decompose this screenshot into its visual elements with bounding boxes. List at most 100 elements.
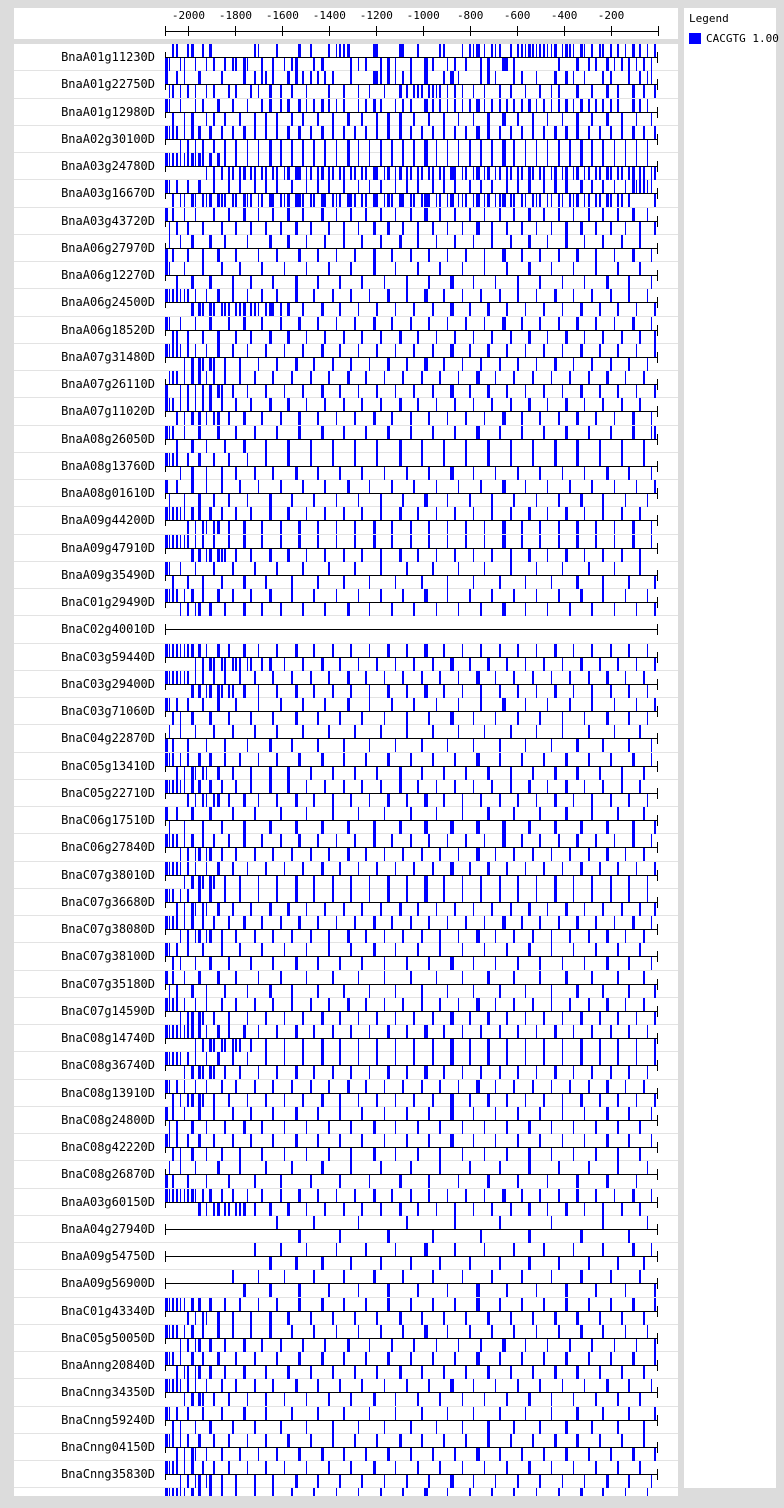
motif-mark[interactable] bbox=[398, 398, 402, 412]
motif-mark[interactable] bbox=[520, 425, 524, 439]
motif-mark[interactable] bbox=[520, 752, 524, 766]
motif-mark[interactable] bbox=[376, 439, 379, 453]
motif-mark[interactable] bbox=[220, 221, 223, 235]
motif-mark[interactable] bbox=[202, 398, 204, 412]
motif-mark[interactable] bbox=[198, 548, 201, 562]
motif-mark[interactable] bbox=[324, 398, 326, 412]
motif-mark[interactable] bbox=[376, 112, 379, 126]
motif-mark[interactable] bbox=[168, 997, 171, 1011]
motif-mark[interactable] bbox=[498, 357, 501, 371]
motif-mark[interactable] bbox=[187, 1134, 190, 1147]
motif-mark[interactable] bbox=[253, 1175, 257, 1189]
motif-mark[interactable] bbox=[650, 957, 653, 971]
motif-mark[interactable] bbox=[368, 984, 371, 998]
motif-mark[interactable] bbox=[190, 807, 195, 820]
motif-mark[interactable] bbox=[179, 1475, 182, 1488]
motif-mark[interactable] bbox=[250, 957, 252, 971]
motif-mark[interactable] bbox=[242, 125, 247, 139]
motif-mark[interactable] bbox=[632, 1447, 636, 1461]
motif-mark[interactable] bbox=[339, 1229, 341, 1243]
gene-track-row[interactable]: BnaCnng28260D bbox=[14, 1488, 678, 1496]
motif-mark[interactable] bbox=[624, 44, 627, 57]
motif-mark[interactable] bbox=[391, 480, 393, 493]
motif-mark[interactable] bbox=[172, 575, 174, 589]
motif-mark[interactable] bbox=[194, 1079, 197, 1093]
motif-mark[interactable] bbox=[543, 98, 546, 112]
motif-mark[interactable] bbox=[313, 1324, 315, 1338]
motif-mark[interactable] bbox=[457, 480, 460, 493]
motif-mark[interactable] bbox=[328, 1079, 330, 1093]
motif-mark[interactable] bbox=[617, 167, 619, 180]
motif-mark[interactable] bbox=[606, 930, 610, 943]
motif-mark[interactable] bbox=[231, 902, 234, 916]
motif-mark[interactable] bbox=[179, 289, 182, 303]
motif-mark[interactable] bbox=[202, 834, 204, 848]
motif-mark[interactable] bbox=[176, 1379, 179, 1393]
motif-mark[interactable] bbox=[216, 289, 221, 303]
motif-mark[interactable] bbox=[168, 1488, 171, 1496]
motif-mark[interactable] bbox=[346, 371, 350, 384]
motif-mark[interactable] bbox=[357, 385, 360, 398]
motif-mark[interactable] bbox=[209, 875, 212, 889]
motif-mark[interactable] bbox=[620, 1366, 624, 1379]
motif-mark[interactable] bbox=[524, 385, 527, 398]
motif-mark[interactable] bbox=[283, 343, 286, 357]
motif-mark[interactable] bbox=[198, 507, 201, 521]
motif-mark[interactable] bbox=[342, 167, 346, 180]
motif-mark[interactable] bbox=[583, 1379, 586, 1393]
motif-mark[interactable] bbox=[239, 480, 241, 493]
motif-mark[interactable] bbox=[368, 153, 371, 166]
motif-mark[interactable] bbox=[632, 1352, 636, 1365]
motif-mark[interactable] bbox=[172, 1025, 174, 1038]
motif-mark[interactable] bbox=[424, 821, 428, 834]
motif-mark[interactable] bbox=[502, 916, 506, 929]
motif-mark[interactable] bbox=[187, 330, 190, 344]
motif-mark[interactable] bbox=[543, 180, 546, 194]
motif-mark[interactable] bbox=[324, 698, 326, 711]
motif-mark[interactable] bbox=[635, 657, 638, 671]
motif-mark[interactable] bbox=[235, 548, 238, 562]
motif-mark[interactable] bbox=[450, 657, 454, 671]
motif-mark[interactable] bbox=[424, 139, 428, 153]
motif-mark[interactable] bbox=[372, 534, 376, 548]
motif-mark[interactable] bbox=[643, 85, 646, 99]
motif-mark[interactable] bbox=[294, 1025, 298, 1038]
motif-mark[interactable] bbox=[643, 970, 646, 984]
motif-mark[interactable] bbox=[528, 507, 532, 521]
motif-mark[interactable] bbox=[461, 1420, 464, 1434]
motif-mark[interactable] bbox=[394, 385, 397, 398]
motif-mark[interactable] bbox=[257, 793, 260, 807]
motif-mark[interactable] bbox=[454, 125, 457, 139]
motif-mark[interactable] bbox=[550, 371, 553, 384]
motif-mark[interactable] bbox=[261, 521, 263, 535]
motif-mark[interactable] bbox=[176, 589, 179, 602]
motif-mark[interactable] bbox=[509, 1202, 512, 1216]
motif-mark[interactable] bbox=[320, 343, 324, 357]
motif-mark[interactable] bbox=[654, 221, 657, 235]
motif-mark[interactable] bbox=[228, 712, 230, 725]
motif-mark[interactable] bbox=[239, 657, 241, 671]
motif-mark[interactable] bbox=[272, 1379, 275, 1393]
motif-mark[interactable] bbox=[224, 1366, 226, 1379]
motif-mark[interactable] bbox=[342, 330, 346, 344]
motif-mark[interactable] bbox=[480, 153, 482, 166]
motif-mark[interactable] bbox=[398, 1366, 402, 1379]
motif-mark[interactable] bbox=[265, 1052, 268, 1066]
motif-mark[interactable] bbox=[265, 439, 268, 453]
motif-mark[interactable] bbox=[376, 1366, 379, 1379]
motif-mark[interactable] bbox=[587, 58, 590, 71]
motif-mark[interactable] bbox=[279, 807, 282, 820]
motif-mark[interactable] bbox=[524, 657, 527, 671]
motif-mark[interactable] bbox=[294, 1134, 298, 1147]
motif-mark[interactable] bbox=[524, 480, 527, 493]
motif-mark[interactable] bbox=[335, 1324, 338, 1338]
motif-mark[interactable] bbox=[620, 398, 624, 412]
motif-mark[interactable] bbox=[187, 398, 190, 412]
motif-mark[interactable] bbox=[216, 1352, 221, 1365]
motif-mark[interactable] bbox=[183, 1066, 186, 1080]
motif-mark[interactable] bbox=[165, 1297, 169, 1311]
motif-mark[interactable] bbox=[287, 548, 290, 562]
motif-mark[interactable] bbox=[554, 289, 558, 303]
motif-mark[interactable] bbox=[409, 1447, 412, 1461]
motif-mark[interactable] bbox=[361, 234, 364, 248]
